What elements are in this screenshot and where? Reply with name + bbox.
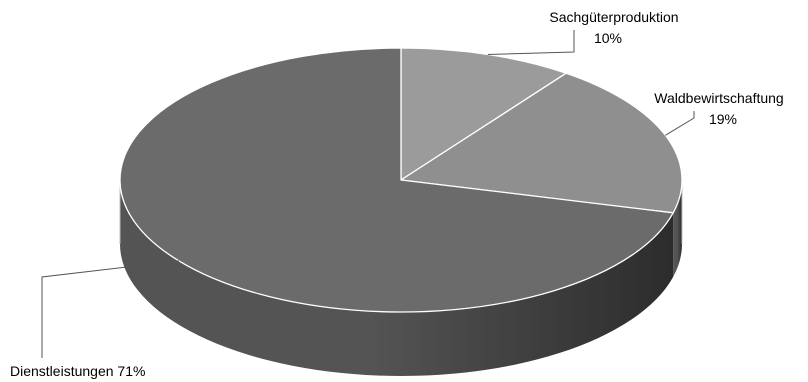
label-waldbewirtschaftung-value: 19% bbox=[709, 111, 737, 127]
leader-lines bbox=[41, 30, 695, 358]
side-dienstleistungen bbox=[120, 180, 674, 376]
pie-top bbox=[119, 47, 683, 313]
label-waldbewirtschaftung-name: Waldbewirtschaftung bbox=[654, 90, 783, 106]
pie-side bbox=[119, 180, 683, 376]
slice-sachgueterproduktion bbox=[400, 47, 567, 181]
leader-line-waldbewirtschaftung bbox=[665, 111, 695, 136]
leader-line-dienstleistungen bbox=[41, 260, 180, 358]
svg-text:Dienstleistungen 71%: Dienstleistungen 71% bbox=[10, 363, 145, 379]
side-waldbewirtschaftung bbox=[673, 180, 682, 277]
leader-line-sachgueterproduktion bbox=[487, 30, 575, 55]
slice-waldbewirtschaftung bbox=[400, 72, 683, 214]
label-sachgueterproduktion-value: 10% bbox=[594, 30, 622, 46]
label-dienstleistungen-value: 71% bbox=[117, 363, 145, 379]
label-sachgueterproduktion-name: Sachgüterproduktion bbox=[549, 9, 678, 25]
label-dienstleistungen-name: Dienstleistungen bbox=[10, 363, 114, 379]
slice-dienstleistungen bbox=[119, 47, 674, 313]
